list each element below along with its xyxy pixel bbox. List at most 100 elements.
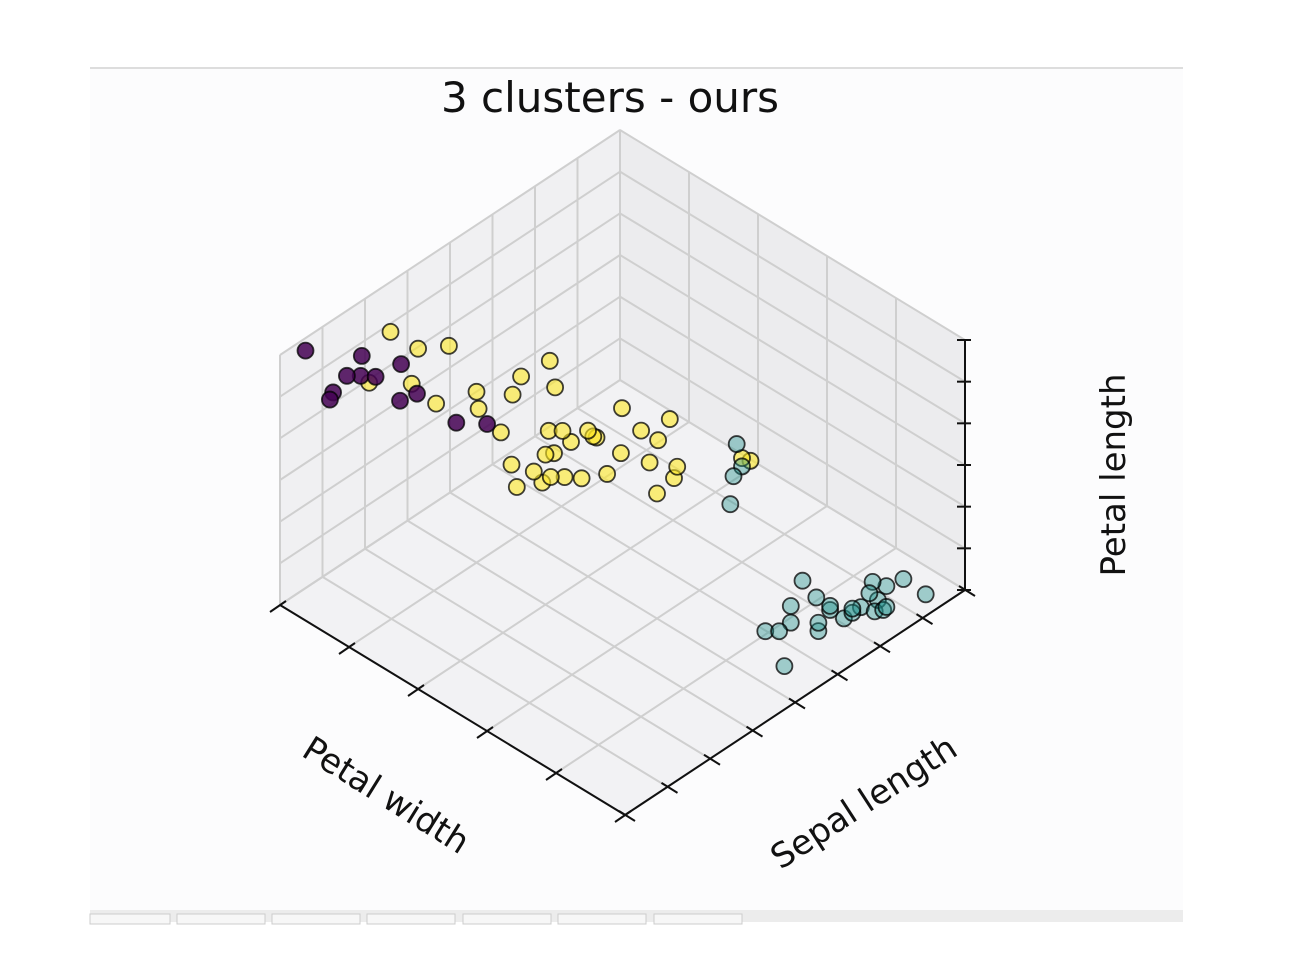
point [770,622,788,641]
point [648,484,666,503]
tick-mark [745,725,764,738]
point [843,603,862,622]
point [724,467,743,486]
tick-mark [614,810,632,823]
tick-mark [788,697,806,710]
tab[interactable] [653,913,743,925]
axes-3d [269,129,976,823]
point [632,421,650,440]
point [296,341,315,360]
tab[interactable] [271,913,361,925]
point [540,351,559,370]
tick-mark [915,613,934,625]
point [843,599,862,618]
point [807,588,826,607]
point [507,478,526,496]
point [781,597,800,615]
tick-mark [873,641,891,654]
tab[interactable] [462,913,552,925]
point [613,399,631,418]
point [553,421,572,440]
point [598,465,616,483]
point [503,385,522,404]
grid-line [449,491,796,704]
grid-line [321,576,669,788]
point [408,384,426,403]
point [612,444,630,463]
tick-mark [618,810,636,822]
grid-line [619,212,966,425]
tick-mark [407,684,425,697]
point [491,423,510,442]
point [781,613,800,632]
point [860,584,879,603]
point [821,596,839,615]
point [541,468,560,486]
point [512,367,530,386]
point [546,378,564,397]
point [427,394,446,413]
point [536,445,555,464]
tick-mark [703,753,721,766]
point [469,399,488,418]
tick-mark [476,726,494,739]
grid-line [279,379,621,606]
grid-line [619,170,966,383]
point [391,391,409,410]
point [640,453,659,472]
point [439,336,458,355]
point [478,415,497,433]
point [409,339,428,358]
point [793,571,812,590]
point [668,457,687,476]
point [721,495,740,514]
point [381,322,400,341]
tab[interactable] [176,913,266,925]
tick-mark [830,669,849,682]
x-axis-line [279,604,626,816]
point [320,390,339,409]
tick-mark [545,768,563,781]
point [366,367,385,386]
grid-line [619,295,966,508]
grid-line [279,129,621,356]
point [660,410,679,428]
point [877,598,896,616]
grid-line [619,254,966,466]
point [467,382,486,401]
point [894,570,913,588]
point [579,421,597,440]
point [727,435,746,453]
point [775,657,794,676]
point [502,455,521,474]
point [524,462,543,481]
grid-line [364,547,711,760]
z-axis-label: Petal length [1094,373,1134,576]
grid-line [279,170,621,398]
grid-line [279,295,621,523]
point [572,469,591,488]
tab[interactable] [557,913,647,925]
tab[interactable] [366,913,456,925]
grid-line [406,519,754,732]
grid-line [619,129,966,341]
point [821,601,839,619]
grid-line [279,337,621,565]
point [352,346,371,365]
point [756,622,775,641]
point [392,355,411,373]
point [649,431,667,450]
tick-mark [338,642,356,655]
grid-line [279,254,621,481]
point [916,585,935,604]
tick-mark [660,782,679,794]
tabs [89,913,743,925]
tab[interactable] [89,913,171,925]
chart-title: 3 clusters - ours [441,73,779,122]
point [809,613,828,632]
grid-line [619,337,966,550]
point [447,413,466,432]
point [337,366,356,385]
